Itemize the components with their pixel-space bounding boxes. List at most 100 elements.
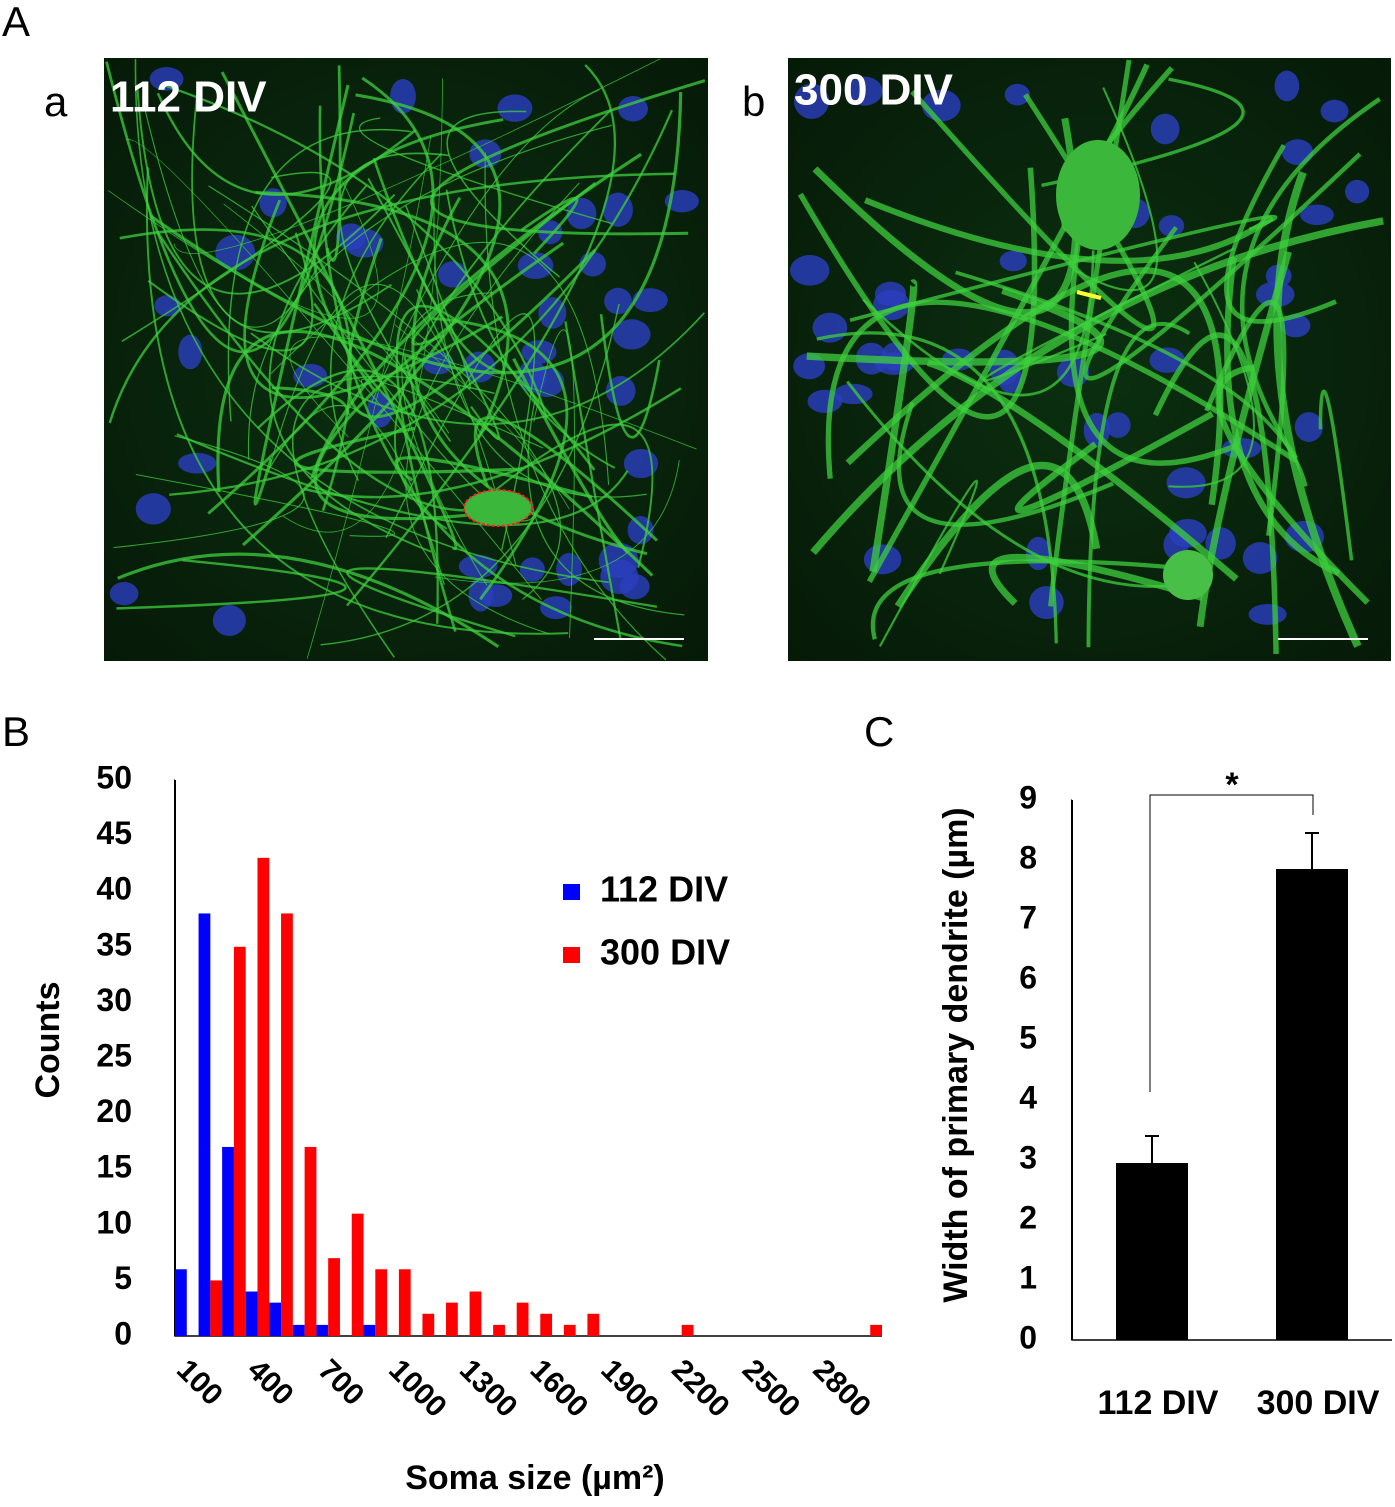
- y-tick-label: 50: [96, 759, 132, 795]
- nucleus: [517, 252, 554, 279]
- y-axis-title: Counts: [29, 981, 67, 1098]
- y-tick-label: 45: [96, 815, 132, 851]
- y-tick-label: 6: [1019, 959, 1037, 995]
- y-tick-label: 4: [1019, 1079, 1037, 1115]
- bar: [1276, 869, 1348, 1340]
- neurite: [145, 167, 569, 635]
- nucleus: [556, 552, 582, 586]
- nucleus: [1150, 113, 1180, 145]
- x-tick-label: 2800: [807, 1353, 878, 1424]
- neurite: [395, 304, 596, 632]
- bar: [304, 1146, 317, 1336]
- x-tick-label: 1300: [453, 1353, 524, 1424]
- x-tick-label: 1900: [594, 1353, 665, 1424]
- neurite: [156, 230, 477, 512]
- neurite: [870, 559, 1174, 640]
- nucleus: [1149, 347, 1186, 373]
- neurite: [119, 228, 353, 512]
- y-tick-label: 25: [96, 1037, 132, 1073]
- legend-label: 300 DIV: [600, 932, 730, 973]
- neurite: [849, 214, 1278, 322]
- neurite: [208, 185, 561, 600]
- bar: [222, 1146, 234, 1336]
- y-tick-label: 5: [1019, 1019, 1037, 1055]
- x-tick-label: 2200: [665, 1353, 736, 1424]
- neurite: [432, 317, 569, 601]
- bar: [175, 1269, 187, 1336]
- bar: [516, 1302, 529, 1336]
- nucleus: [999, 250, 1027, 272]
- neurite: [394, 324, 570, 510]
- y-tick-label: 3: [1019, 1139, 1037, 1175]
- y-tick-label: 0: [114, 1315, 132, 1351]
- measure: [1076, 290, 1102, 300]
- neurite: [955, 270, 1308, 487]
- nucleus: [497, 94, 533, 122]
- neurite: [1068, 185, 1238, 466]
- neurite: [113, 435, 305, 549]
- nucleus: [604, 287, 632, 315]
- nucleus: [612, 319, 651, 350]
- neurite: [433, 202, 647, 498]
- y-tick-label: 15: [96, 1149, 132, 1185]
- y-tick-label: 8: [1019, 839, 1037, 875]
- neurite: [485, 423, 654, 568]
- micrograph-texture: [105, 58, 706, 661]
- image-label: 112 DIV: [110, 73, 267, 122]
- nucleus: [833, 383, 873, 405]
- neurite: [156, 92, 417, 197]
- neurite: [134, 58, 609, 584]
- neurite: [117, 552, 500, 649]
- neurite: [251, 205, 538, 522]
- legend-label: 112 DIV: [600, 869, 728, 910]
- y-tick-label: 40: [96, 871, 132, 907]
- bar: [1116, 1163, 1188, 1340]
- neurite: [434, 460, 680, 584]
- neurite: [282, 78, 444, 533]
- y-tick-label: 2: [1019, 1199, 1037, 1235]
- neurite: [126, 138, 542, 600]
- nucleus: [178, 452, 217, 474]
- nucleus: [1004, 83, 1031, 106]
- neurite: [806, 286, 1105, 366]
- y-tick-label: 7: [1019, 899, 1037, 935]
- annotation: *: [1225, 766, 1239, 804]
- y-tick-label: 9: [1019, 779, 1037, 815]
- y-tick-label: 35: [96, 926, 132, 962]
- nucleus: [1166, 467, 1206, 499]
- nucleus: [109, 581, 139, 606]
- bar: [587, 1313, 600, 1336]
- bar: [281, 913, 293, 1336]
- bar: [363, 1324, 376, 1336]
- nucleus: [135, 493, 171, 525]
- bar: [210, 1280, 223, 1336]
- micrograph-texture: [790, 59, 1384, 654]
- x-tick-label: 2500: [736, 1353, 807, 1424]
- x-tick-label: 700: [312, 1353, 371, 1412]
- neurite: [367, 177, 500, 441]
- nucleus: [618, 95, 648, 122]
- significance-bracket: [1149, 794, 1314, 1092]
- neurite: [1204, 299, 1287, 536]
- neurite: [1240, 97, 1381, 460]
- neurite: [169, 109, 674, 496]
- y-tick-label: 10: [96, 1204, 132, 1240]
- neurite: [894, 461, 1101, 609]
- nucleus: [790, 255, 830, 286]
- bar: [292, 1324, 305, 1336]
- nucleus: [468, 577, 493, 612]
- neurite: [105, 61, 356, 354]
- y-tick-label: 20: [96, 1093, 132, 1129]
- neurite: [1224, 143, 1337, 324]
- bar: [328, 1258, 340, 1336]
- bar: [375, 1269, 388, 1336]
- neurite: [411, 196, 648, 556]
- bar: [493, 1324, 505, 1336]
- nucleus: [1345, 179, 1370, 204]
- bar: [422, 1313, 435, 1336]
- neurite: [394, 108, 613, 530]
- neurite: [271, 386, 350, 416]
- neurite: [429, 79, 706, 236]
- x-tick-label: 300 DIV: [1257, 1384, 1380, 1422]
- neurite: [269, 283, 517, 566]
